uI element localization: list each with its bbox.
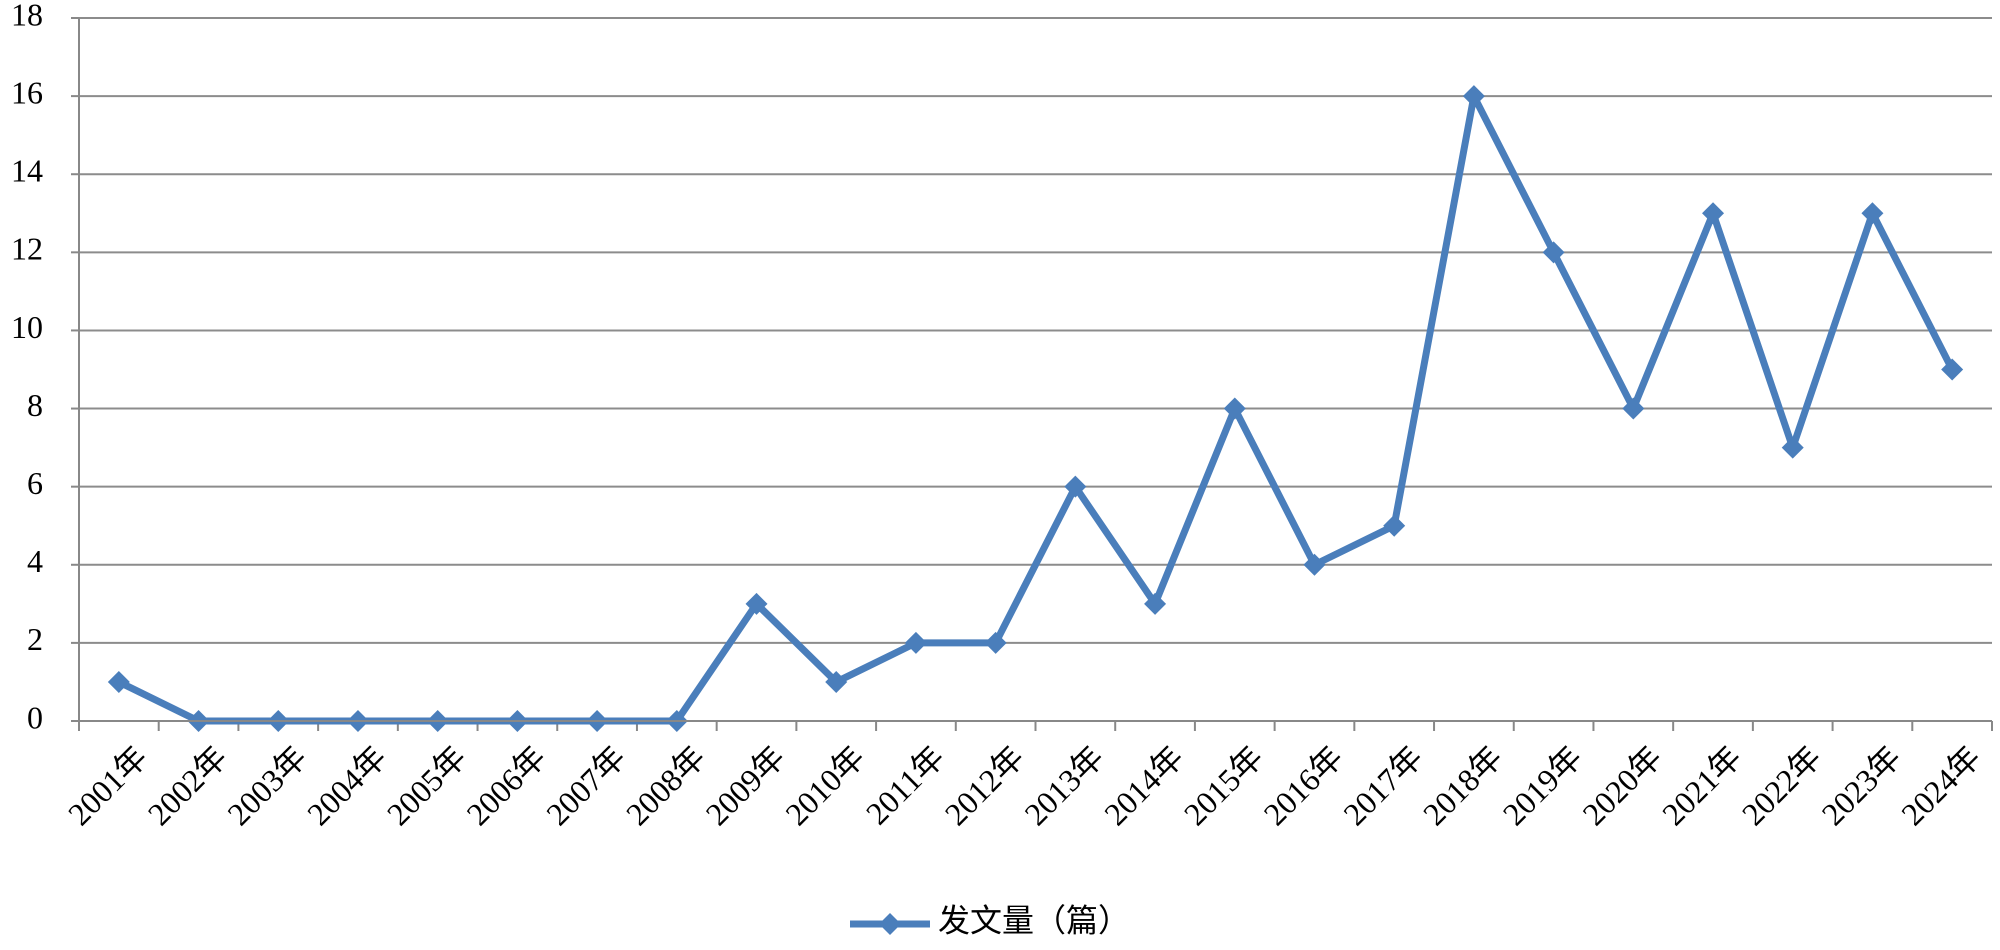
y-tick-label: 12 [11,231,43,267]
legend-label: 发文量（篇） [938,902,1130,938]
data-point [1861,202,1884,225]
x-tick-label: 2017年 [1336,739,1429,832]
x-tick-label: 2005年 [380,739,473,832]
data-point [107,670,130,693]
x-tick-label: 2021年 [1655,739,1748,832]
x-tick-label: 2018年 [1416,739,1509,832]
data-point [1144,592,1167,615]
data-point [984,631,1007,654]
y-tick-label: 4 [27,543,43,579]
data-point [1064,475,1087,498]
data-point [1781,436,1804,459]
y-tick-label: 10 [11,309,43,345]
x-tick-label: 2016年 [1256,739,1349,832]
data-point [1702,202,1725,225]
x-tick-label: 2002年 [141,739,234,832]
data-point [904,631,927,654]
x-tick-label: 2008年 [619,739,712,832]
data-point [1383,514,1406,537]
x-tick-label: 2015年 [1177,739,1270,832]
legend-marker [879,913,901,935]
data-point [1462,85,1485,108]
y-tick-label: 16 [11,74,43,110]
x-tick-label: 2023年 [1814,739,1907,832]
x-tick-label: 2024年 [1894,739,1987,832]
data-point [1223,397,1246,420]
y-tick-label: 0 [27,699,43,735]
x-tick-label: 2006年 [459,739,552,832]
x-tick-label: 2004年 [300,739,393,832]
x-tick-label: 2009年 [699,739,792,832]
x-tick-label: 2013年 [1017,739,1110,832]
data-point [1303,553,1326,576]
x-tick-label: 2011年 [859,739,952,832]
x-tick-label: 2003年 [220,739,313,832]
data-point [1941,358,1964,381]
data-point [1542,241,1565,264]
data-point [825,670,848,693]
x-tick-label: 2001年 [61,739,154,832]
y-tick-label: 14 [11,153,43,189]
x-tick-label: 2019年 [1496,739,1589,832]
data-point [1622,397,1645,420]
x-tick-label: 2020年 [1575,739,1668,832]
x-tick-label: 2010年 [778,739,871,832]
y-tick-label: 18 [11,0,43,32]
y-tick-label: 6 [27,465,43,501]
x-tick-label: 2022年 [1735,739,1828,832]
x-tick-label: 2012年 [938,739,1031,832]
y-tick-label: 8 [27,387,43,423]
x-tick-label: 2007年 [539,739,632,832]
data-point [745,592,768,615]
y-tick-label: 2 [27,621,43,657]
x-tick-label: 2014年 [1097,739,1190,832]
